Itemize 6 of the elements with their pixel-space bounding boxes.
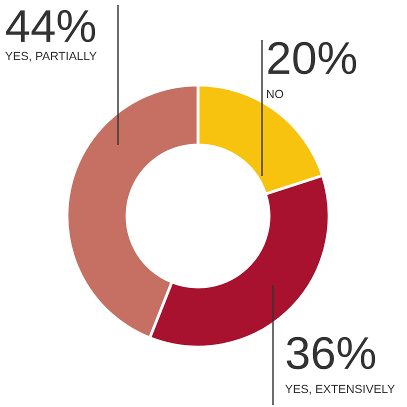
slice-label: YES, EXTENSIVELY (285, 384, 395, 395)
slice-label: NO (266, 90, 284, 98)
data-label: 36% (286, 336, 376, 370)
slice-label: YES, PARTIALLY (5, 52, 97, 62)
data-label: 44% (6, 10, 96, 42)
data-label: 20% (268, 42, 356, 74)
